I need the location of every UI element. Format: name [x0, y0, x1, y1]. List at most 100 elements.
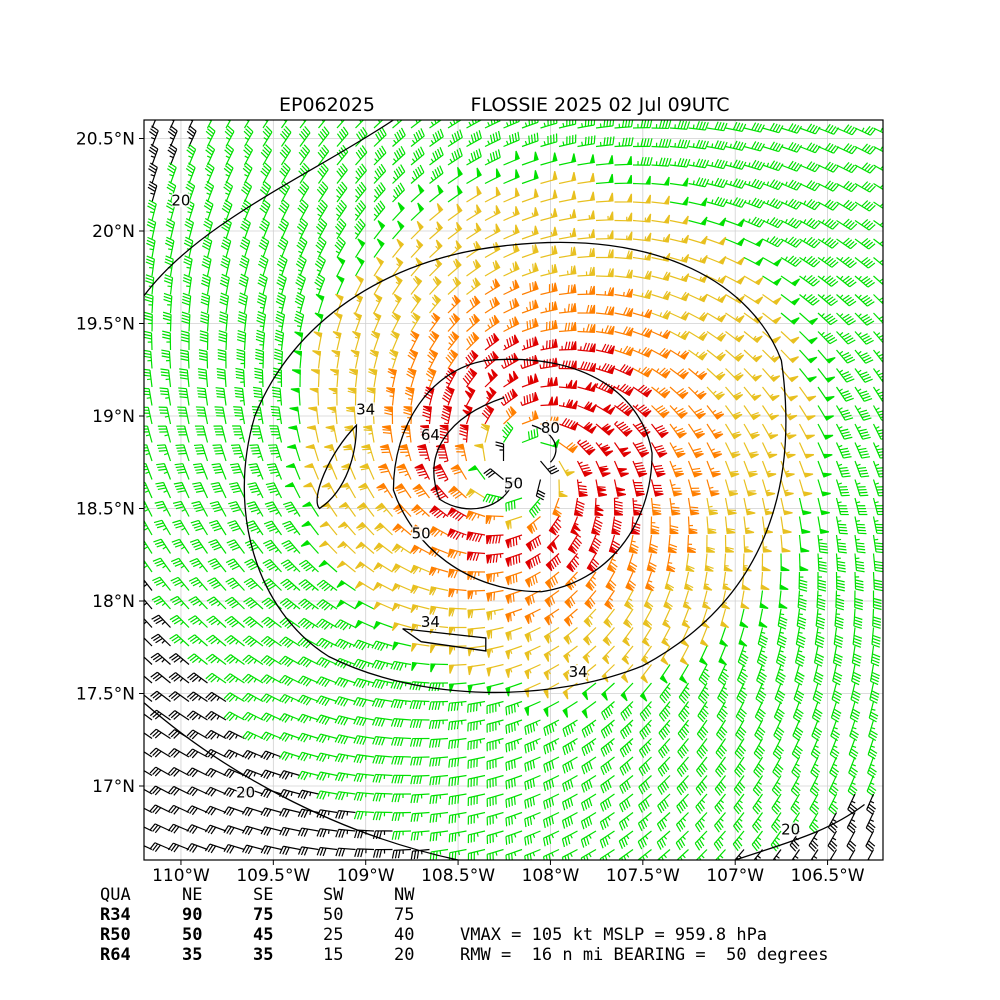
wind-barb [149, 766, 171, 777]
wind-barb [146, 236, 156, 258]
wind-barb [459, 424, 469, 443]
wind-barb [391, 811, 412, 822]
wind-barb [734, 756, 746, 778]
wind-barb [347, 387, 357, 406]
wind-barb [486, 737, 504, 752]
wind-barb [734, 738, 747, 760]
wind-barb [540, 208, 558, 222]
wind-barb [410, 642, 430, 652]
wind-barb [144, 675, 153, 684]
wind-barb [651, 310, 671, 320]
wind-barb [762, 179, 784, 191]
wind-barb [581, 719, 597, 738]
wind-barb [192, 481, 209, 499]
wind-barb [466, 167, 482, 185]
wind-barb [639, 682, 652, 702]
wind-barb [595, 362, 616, 375]
wind-barb [205, 729, 227, 740]
wind-barb [373, 220, 386, 240]
wind-barb [278, 199, 290, 221]
wind-barb [799, 294, 820, 306]
wind-barb [854, 553, 865, 573]
wind-barb [685, 553, 695, 573]
wind-barb [291, 369, 301, 388]
wind-barb [503, 242, 520, 259]
wind-barb [260, 769, 282, 780]
wind-barb [651, 405, 670, 419]
wind-barb [798, 423, 815, 440]
wind-barb [835, 479, 850, 497]
wind-barb [219, 292, 230, 314]
wind-barb [392, 220, 405, 240]
wind-barb [147, 180, 158, 203]
wind-barb [242, 162, 253, 184]
wind-barb [706, 312, 727, 323]
wind-barb [662, 608, 671, 629]
wind-barb [632, 404, 652, 418]
wind-barb [836, 386, 854, 402]
wind-barb [447, 185, 463, 203]
wind-barb [854, 143, 877, 155]
wind-barb [148, 162, 158, 184]
wind-barb [732, 830, 745, 852]
wind-barb [465, 488, 486, 499]
wind-barb [231, 444, 246, 462]
wind-barb [798, 405, 816, 421]
contour-label: 34 [569, 663, 588, 681]
wind-barb [223, 673, 245, 684]
wind-barb [149, 709, 171, 721]
wind-barb [226, 539, 245, 554]
wind-barb [319, 540, 338, 554]
wind-barb [521, 336, 539, 351]
wind-barb [391, 755, 412, 765]
wind-barb [576, 479, 588, 498]
wind-barb [316, 199, 328, 221]
wind-barb [430, 663, 449, 673]
wind-barb [716, 719, 728, 741]
wind-barb [799, 217, 821, 230]
cell-sw: 50 [323, 905, 343, 925]
wind-barb [229, 463, 246, 480]
wind-barb [836, 161, 858, 174]
wind-barb [719, 627, 728, 647]
wind-barb [168, 653, 190, 665]
wind-barb [830, 701, 842, 723]
wind-barb [687, 442, 704, 459]
wind-barb [167, 125, 178, 147]
wind-barb [577, 439, 596, 456]
wind-barb [688, 235, 708, 245]
wind-barb [447, 203, 463, 221]
wind-barb [524, 737, 541, 754]
wind-barb [669, 479, 683, 497]
wind-barb [505, 682, 523, 697]
wind-barb [213, 425, 227, 443]
wind-barb [546, 534, 560, 554]
cell-se: 35 [253, 945, 273, 965]
wind-barb [410, 793, 430, 804]
wind-barb [447, 548, 467, 559]
wind-barb [466, 295, 481, 314]
wind-barb [577, 401, 597, 413]
wind-barb [828, 775, 839, 797]
wind-barb [697, 682, 710, 704]
wind-barb [780, 442, 796, 459]
wind-barb [203, 199, 214, 221]
wind-barb [687, 497, 700, 516]
wind-barb [467, 608, 486, 619]
wind-barb [144, 713, 153, 721]
wind-barb [836, 143, 858, 155]
wind-barb [153, 519, 172, 536]
wind-barb [521, 120, 539, 129]
wind-barb [581, 793, 597, 812]
wind-barb [687, 460, 703, 478]
wind-barb [505, 700, 523, 716]
contour-50kt [392, 358, 653, 593]
wind-barb [595, 287, 615, 297]
wind-barb [872, 516, 883, 535]
wind-barb [372, 773, 393, 783]
wind-barb [854, 275, 875, 288]
wind-barb [632, 366, 653, 378]
wind-barb [467, 700, 486, 713]
wind-barb [831, 682, 842, 704]
wind-barb [595, 120, 615, 129]
